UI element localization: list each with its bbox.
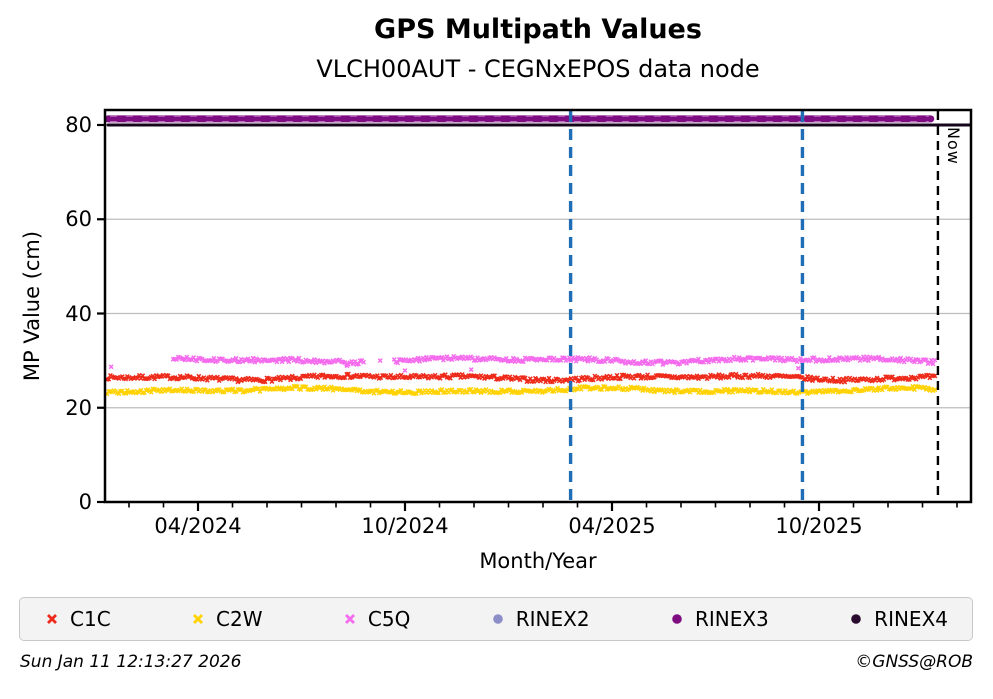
data-series bbox=[104, 353, 938, 397]
series-c5q bbox=[108, 353, 938, 373]
legend-item-rinex4: RINEX4 bbox=[848, 607, 948, 631]
legend-item-rinex3: RINEX3 bbox=[669, 607, 769, 631]
legend-item-c1c: C1C bbox=[44, 607, 111, 631]
y-tick-label-40: 40 bbox=[65, 301, 92, 326]
y-tick-label-0: 0 bbox=[78, 490, 92, 514]
legend-item-rinex2: RINEX2 bbox=[490, 607, 590, 631]
y-tick-label-80: 80 bbox=[65, 113, 92, 137]
chart-subtitle: VLCH00AUT - CEGNxEPOS data node bbox=[316, 55, 760, 83]
x-tick-label-04-2024: 04/2024 bbox=[154, 514, 242, 538]
c2w-cross-marker-icon bbox=[193, 614, 204, 624]
y-tick-label-60: 60 bbox=[65, 207, 92, 232]
legend-label: RINEX3 bbox=[694, 607, 769, 631]
timestamp: Sun Jan 11 12:13:27 2026 bbox=[20, 652, 242, 672]
rinex3-dot-marker-icon bbox=[672, 614, 682, 624]
series-c2w bbox=[104, 383, 938, 397]
legend: C1C C2W C5Q RINEX2 RINEX3 RINEX4 bbox=[19, 597, 973, 641]
legend-label: C2W bbox=[216, 607, 263, 631]
legend-label: C5Q bbox=[367, 607, 411, 631]
x-tick-label-10-2024: 10/2024 bbox=[361, 514, 449, 538]
series-c1c bbox=[104, 371, 938, 385]
c1c-cross-marker-icon bbox=[47, 614, 57, 624]
x-tick-label-04-2025: 04/2025 bbox=[568, 514, 656, 538]
chart-title: GPS Multipath Values bbox=[374, 14, 702, 45]
legend-item-c5q: C5Q bbox=[342, 607, 410, 631]
event-lines bbox=[568, 111, 805, 501]
copyright: ©GNSS@ROB bbox=[855, 652, 973, 672]
y-tick-label-20: 20 bbox=[65, 395, 92, 420]
legend-label: C1C bbox=[70, 607, 111, 631]
legend-label: RINEX2 bbox=[515, 607, 590, 631]
plot-frame bbox=[103, 108, 973, 504]
gridlines bbox=[105, 218, 971, 409]
x-tick-label-10-2025: 10/2025 bbox=[775, 514, 863, 538]
x-axis-label: Month/Year bbox=[479, 549, 597, 573]
c5q-cross-marker-icon bbox=[344, 614, 355, 624]
legend-item-c2w: C2W bbox=[190, 607, 263, 631]
now-line-label: Now bbox=[944, 127, 963, 165]
rinex4-dot-marker-icon bbox=[851, 614, 861, 624]
y-axis-label: MP Value (cm) bbox=[20, 230, 44, 382]
availability-lines bbox=[104, 115, 972, 127]
rinex2-dot-marker-icon bbox=[492, 614, 503, 624]
axis-ticks bbox=[97, 123, 958, 511]
legend-label: RINEX4 bbox=[874, 607, 948, 631]
